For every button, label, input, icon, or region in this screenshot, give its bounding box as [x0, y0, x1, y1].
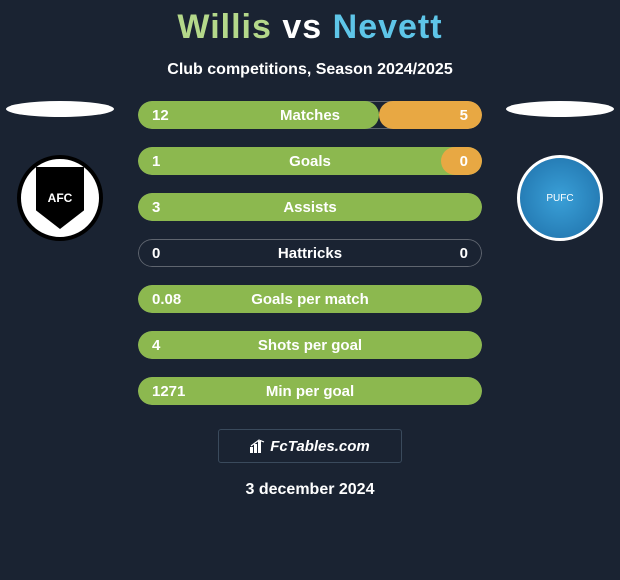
- site-logo: FcTables.com: [218, 429, 402, 463]
- stat-label: Shots per goal: [138, 337, 482, 354]
- player1-club-badge: AFC: [17, 155, 103, 241]
- stat-bars: 125Matches 10Goals 3Assists 00Hattricks 0.08…: [138, 101, 482, 405]
- stat-row: 4Shots per goal: [138, 331, 482, 359]
- player2-club-badge: PUFC: [517, 155, 603, 241]
- comparison-title: Willis vs Nevett: [0, 0, 620, 47]
- stat-label: Matches: [138, 107, 482, 124]
- stat-row: 00Hattricks: [138, 239, 482, 267]
- stat-label: Goals per match: [138, 291, 482, 308]
- club-badge-icon: PUFC: [546, 193, 573, 204]
- stat-label: Assists: [138, 199, 482, 216]
- stat-row: 3Assists: [138, 193, 482, 221]
- stat-row: 125Matches: [138, 101, 482, 129]
- club-badge-icon: AFC: [36, 167, 84, 229]
- stat-label: Hattricks: [138, 245, 482, 262]
- stat-row: 10Goals: [138, 147, 482, 175]
- player1-photo-placeholder: [6, 101, 114, 117]
- player2-photo-placeholder: [506, 101, 614, 117]
- stat-label: Goals: [138, 153, 482, 170]
- stat-label: Min per goal: [138, 383, 482, 400]
- player1-column: AFC: [0, 101, 120, 241]
- chart-icon: [250, 439, 266, 453]
- comparison-area: AFC PUFC 125Matches 10Goals 3Assists 00Hatt…: [0, 101, 620, 405]
- stat-row: 1271Min per goal: [138, 377, 482, 405]
- subtitle: Club competitions, Season 2024/2025: [0, 61, 620, 79]
- footer-date: 3 december 2024: [0, 481, 620, 499]
- player1-name: Willis: [177, 8, 272, 46]
- player2-name: Nevett: [333, 8, 443, 46]
- stat-row: 0.08Goals per match: [138, 285, 482, 313]
- vs-label: vs: [282, 8, 322, 46]
- player2-column: PUFC: [500, 101, 620, 241]
- site-name: FcTables.com: [270, 438, 369, 455]
